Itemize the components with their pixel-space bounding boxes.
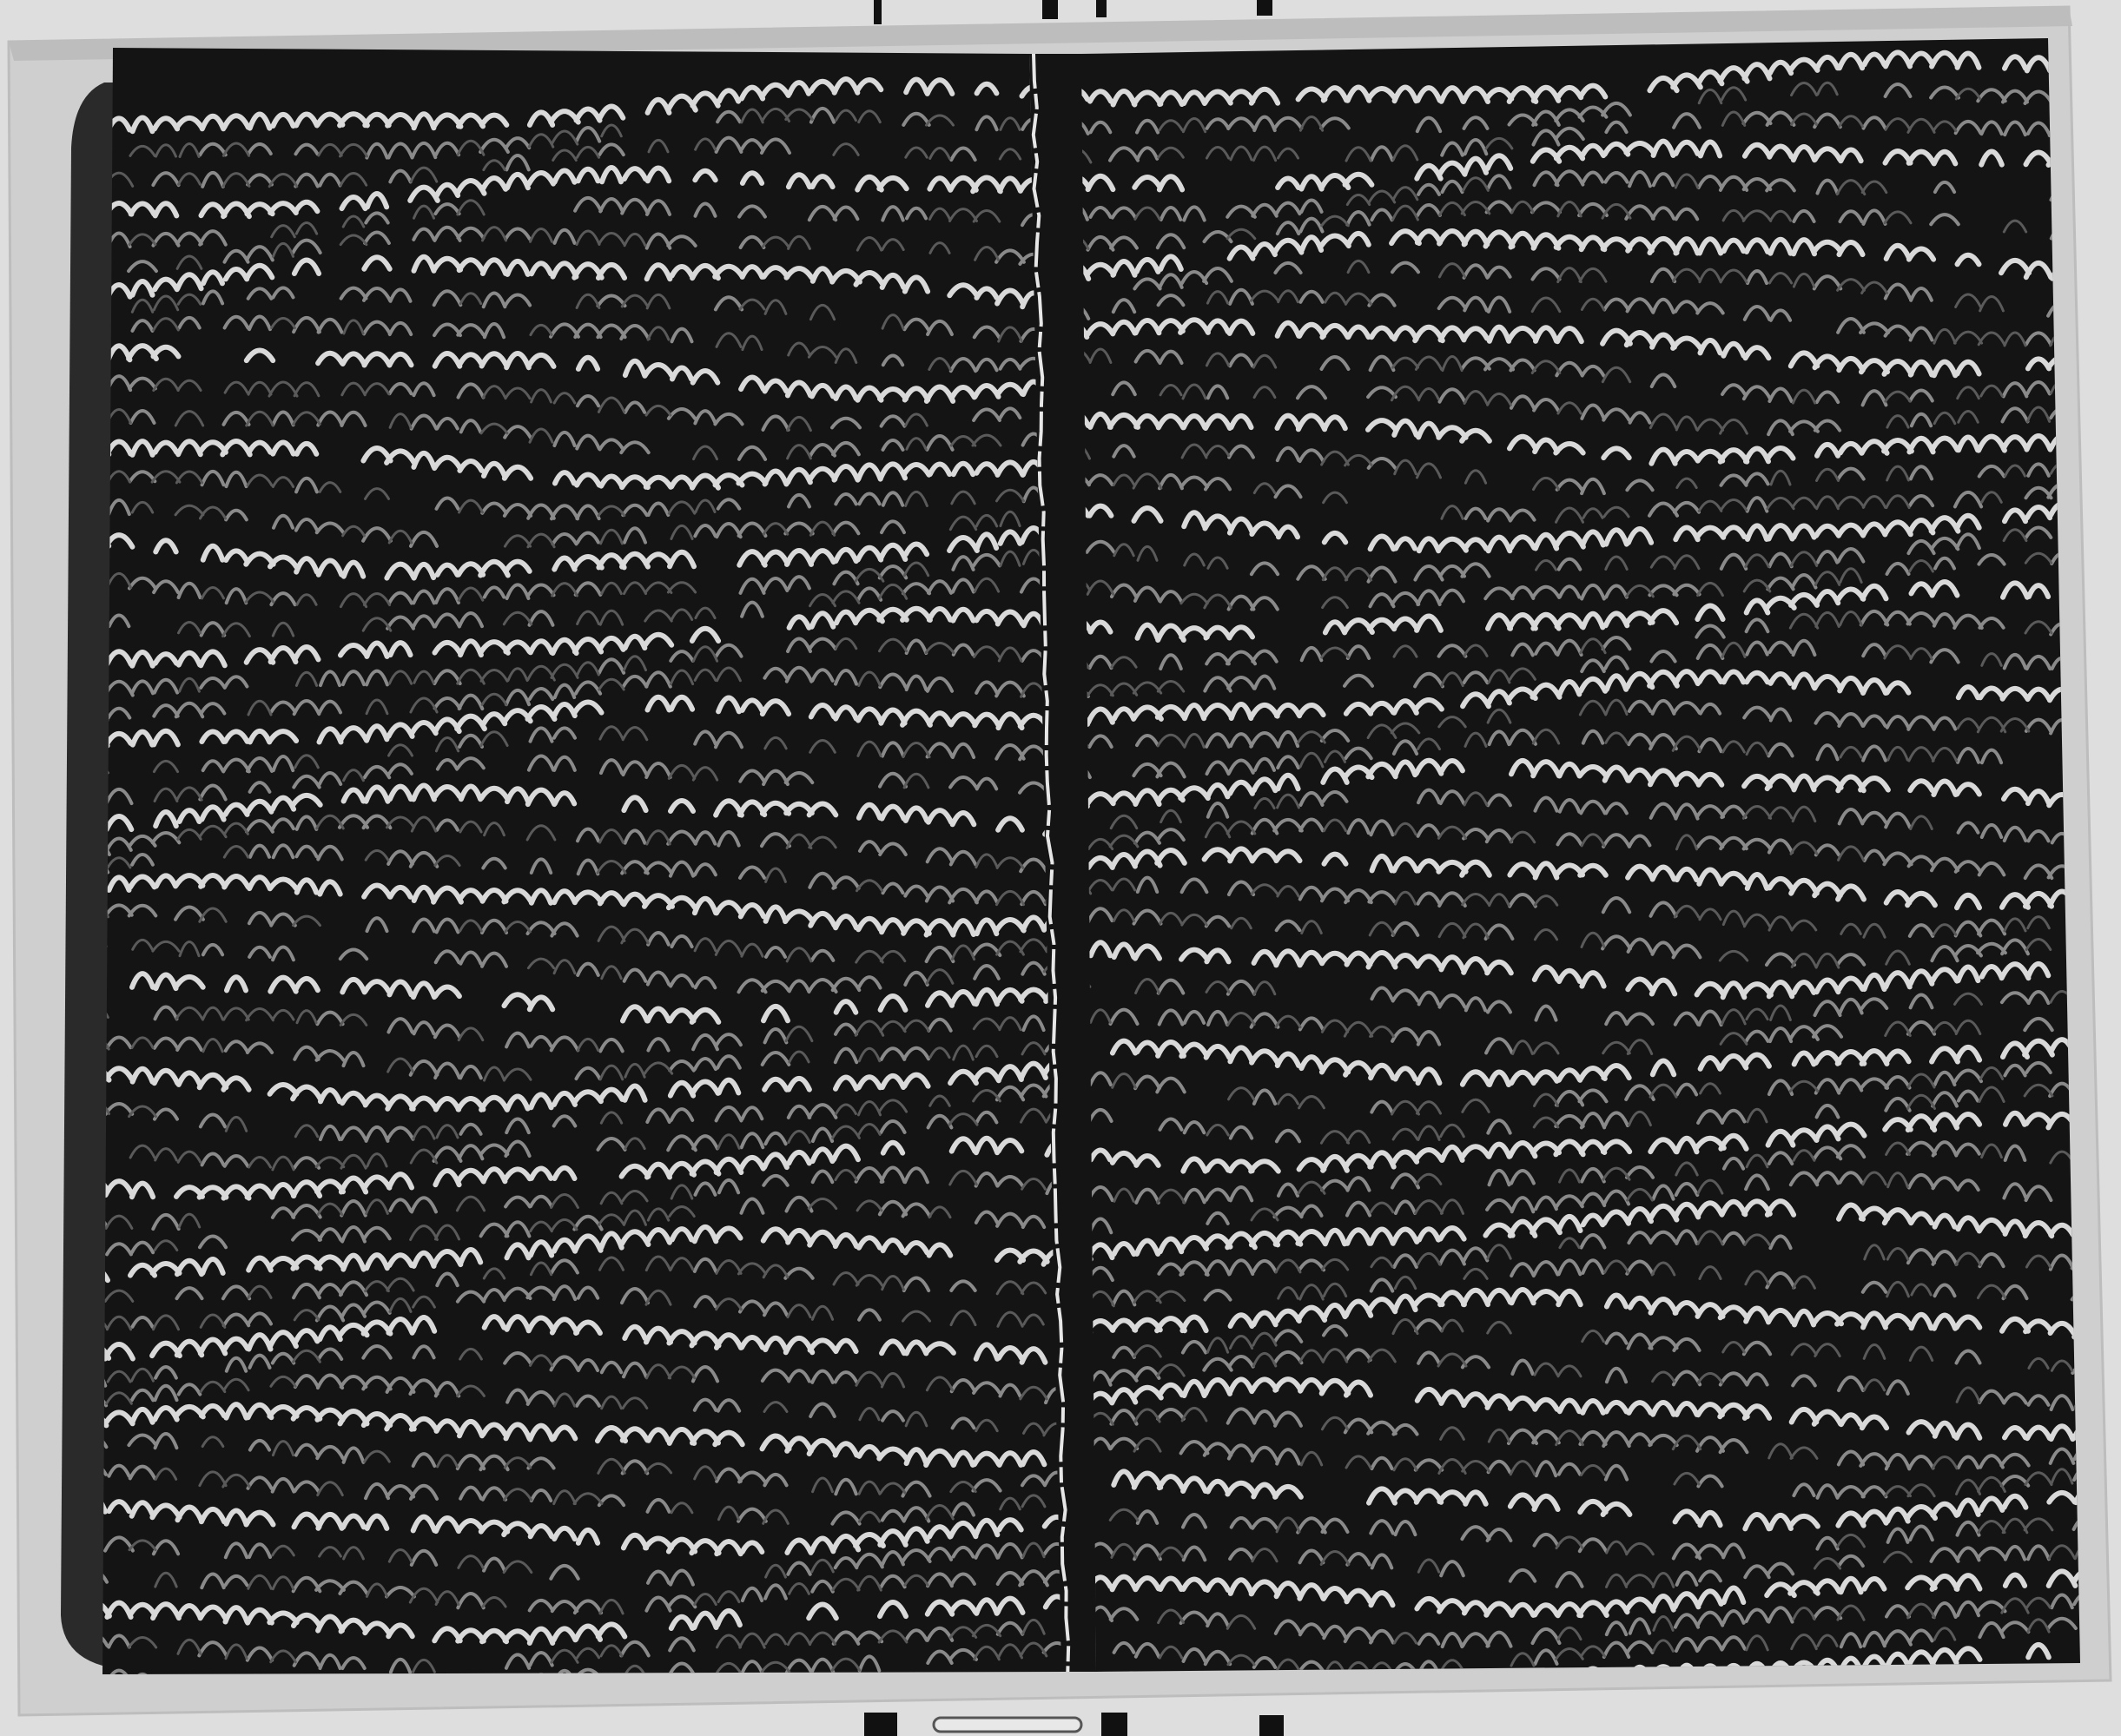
marble-arches-faint (102, 107, 1064, 1674)
clips-bottom (864, 1713, 1284, 1736)
clip-top-3 (1096, 0, 1107, 17)
clip-bottom-3 (1101, 1713, 1127, 1736)
clip-bottom-2 (932, 1716, 1083, 1733)
gutter-strip (1029, 54, 1096, 1672)
clip-top-1 (874, 0, 882, 24)
marble-pattern-right (1081, 50, 2080, 1672)
clip-bottom-4 (1259, 1715, 1284, 1736)
page-stack-left (61, 83, 115, 1666)
marble-arches-bright (1081, 50, 2080, 1672)
cover-board-edge (9, 7, 2072, 61)
marble-arches-bright (102, 76, 1064, 1646)
gutter-crack-1 (1031, 53, 1071, 1673)
marble-arches-faint (1081, 81, 2080, 1672)
clip-bottom-1 (864, 1713, 897, 1736)
marble-arches-dim (102, 106, 1064, 1674)
clip-top-2 (1042, 0, 1058, 19)
marble-arches-dim (1081, 83, 2080, 1672)
clip-top-4 (1257, 0, 1272, 16)
clips-top (874, 0, 1272, 24)
marble-pattern-left (102, 76, 1064, 1674)
